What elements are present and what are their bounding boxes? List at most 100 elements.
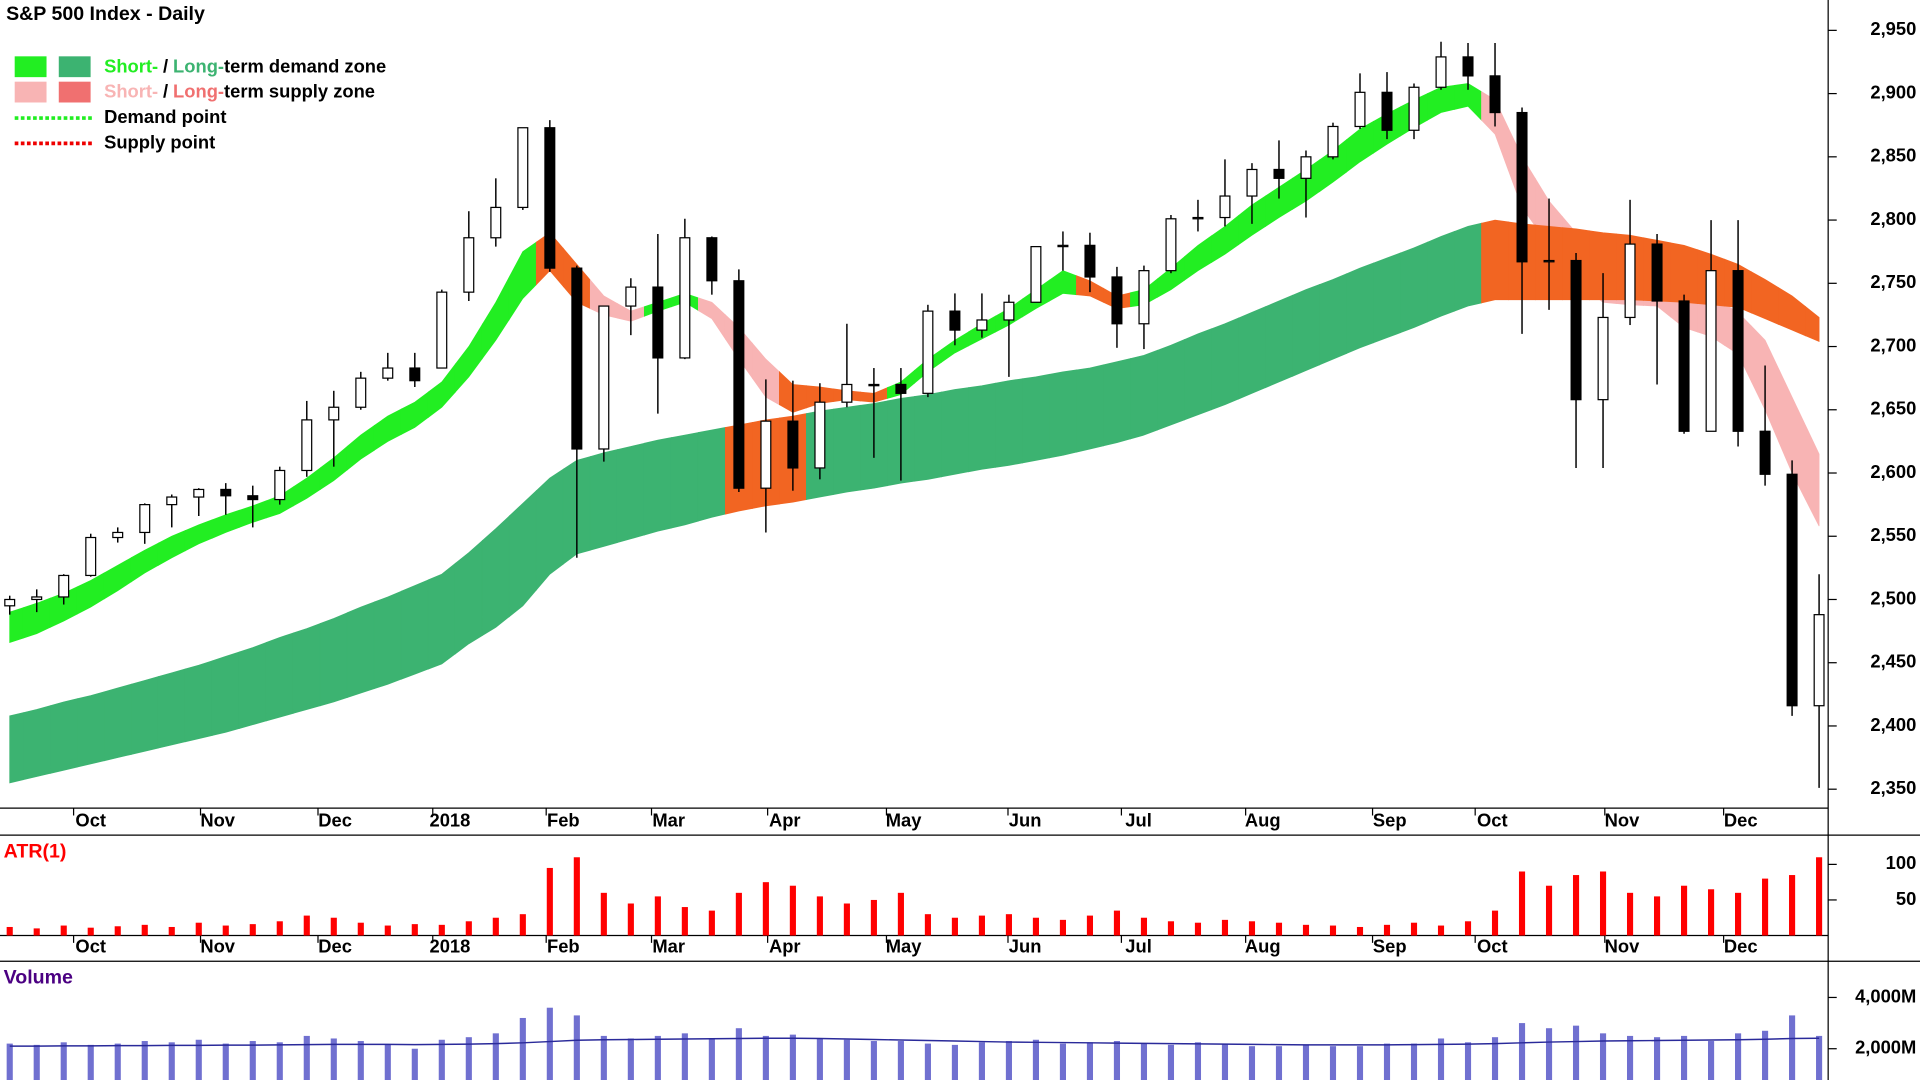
bar: [897, 1041, 904, 1080]
candle-body: [166, 496, 178, 506]
y-tick-label: 2,000M: [1855, 1037, 1916, 1058]
bar: [762, 882, 769, 936]
y-tick-label: 2,900: [1870, 81, 1916, 102]
bar: [114, 926, 121, 936]
x-tick-label: Dec: [1724, 936, 1758, 957]
zone-segment: [22, 705, 51, 781]
legend-text: Long-: [173, 55, 224, 76]
candle-body: [1489, 75, 1501, 114]
zone-segment: [1454, 222, 1482, 312]
bar: [924, 1043, 931, 1080]
candle-body: [1165, 218, 1177, 272]
bar: [1383, 1043, 1391, 1080]
candle-body: [220, 488, 232, 497]
candle-body: [679, 237, 691, 359]
y-tick-label: 2,350: [1870, 777, 1916, 798]
candle-body: [436, 291, 448, 369]
bar: [1437, 925, 1445, 936]
bar: [60, 1042, 67, 1080]
legend-label: Short- / Long-term demand zone: [104, 55, 386, 76]
bar: [573, 857, 580, 936]
bar: [1221, 1043, 1229, 1080]
bar: [168, 1042, 175, 1080]
bar: [1032, 917, 1039, 936]
bar: [87, 927, 94, 936]
zone-segment: [1103, 358, 1131, 447]
bar: [1491, 1037, 1499, 1080]
zone-segment: [76, 691, 105, 768]
candle-body: [922, 310, 934, 394]
candles: [4, 41, 1825, 788]
x-tick-label: Sep: [1373, 936, 1407, 957]
bar: [1762, 878, 1769, 936]
candle-body: [787, 420, 799, 469]
bar: [1789, 1015, 1796, 1080]
candle-body: [490, 206, 502, 239]
legend-swatch: [14, 56, 47, 78]
zone-segment: [1427, 230, 1455, 323]
bar: [1410, 1043, 1418, 1080]
bar: [1140, 917, 1148, 936]
legend-text: term demand zone: [224, 55, 386, 76]
y-tick-label: 2,700: [1870, 334, 1916, 355]
lower-panels: ATR(1) Volume: [4, 840, 1823, 1080]
bar: [870, 1041, 877, 1080]
bar: [1816, 1035, 1823, 1080]
bar: [1491, 910, 1499, 936]
candle-body: [274, 469, 286, 501]
bar: [222, 925, 229, 936]
candle-body: [841, 383, 853, 403]
zone-segment: [103, 683, 132, 762]
bar: [276, 1042, 283, 1080]
x-tick-label: Oct: [75, 809, 106, 830]
zone-segment: [670, 432, 699, 529]
bar: [492, 1033, 499, 1080]
x-tick-label: Nov: [1605, 809, 1640, 830]
bar: [546, 867, 553, 936]
candle-body: [382, 367, 394, 379]
bar: [654, 896, 661, 936]
candle-body: [1138, 270, 1150, 325]
bar: [735, 892, 742, 936]
x-tick-label: Apr: [769, 809, 801, 830]
bar: [1248, 921, 1256, 936]
candle-body: [517, 127, 529, 209]
bar: [762, 1035, 769, 1080]
bar: [357, 922, 364, 936]
zone-segment: [1184, 328, 1212, 421]
x-tick-label: Jul: [1125, 809, 1152, 830]
bar: [627, 903, 634, 936]
zone-segment: [265, 632, 294, 722]
zone-segment: [1373, 252, 1401, 344]
bar: [708, 1038, 715, 1080]
candle-body: [1435, 56, 1447, 88]
bar: [114, 1043, 121, 1080]
bar: [870, 899, 877, 936]
candle-body: [976, 319, 988, 331]
x-tick-label: Nov: [1605, 936, 1640, 957]
zone-segment: [1022, 373, 1050, 464]
candle-body: [652, 286, 664, 359]
x-tick-label: Nov: [200, 936, 235, 957]
zone-segment: [697, 427, 726, 522]
bar: [1518, 1023, 1526, 1080]
zone-segment: [184, 660, 213, 743]
candle-body: [4, 598, 16, 607]
legend-text: term supply zone: [224, 81, 375, 102]
y-tick-label: 4,000M: [1855, 985, 1916, 1006]
x-tick-label: Sep: [1373, 809, 1407, 830]
candle-body: [463, 237, 475, 293]
candle-body: [247, 495, 259, 501]
bar: [1005, 914, 1012, 936]
bar: [1086, 1042, 1094, 1080]
bar: [978, 1042, 985, 1080]
candle-body: [1003, 301, 1015, 321]
bar: [303, 1035, 310, 1080]
bar: [249, 1041, 256, 1080]
bar: [1735, 892, 1742, 936]
candle-body: [868, 383, 880, 387]
bar: [411, 1048, 418, 1080]
legend-text: /: [163, 81, 168, 102]
y-tick-label: 2,650: [1870, 398, 1916, 419]
candle-body: [1732, 270, 1744, 432]
